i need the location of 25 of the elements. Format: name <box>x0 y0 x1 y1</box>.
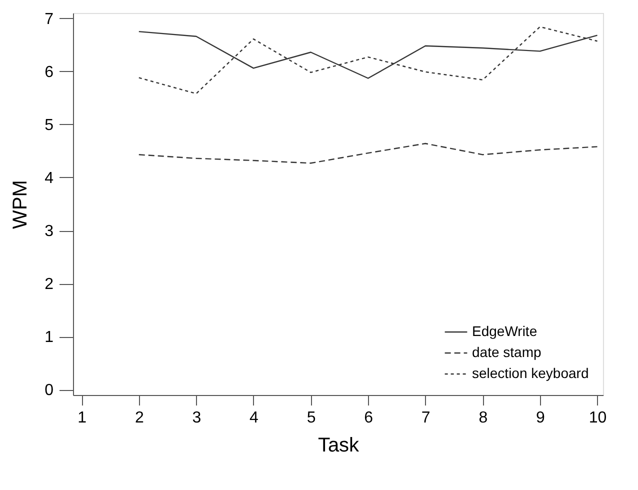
y-tick-label: 5 <box>44 116 54 134</box>
x-tick-label: 1 <box>78 410 87 426</box>
y-axis-title: WPM <box>10 180 32 229</box>
legend-label: selection keyboard <box>472 365 589 381</box>
x-tick-label: 10 <box>588 410 607 426</box>
y-tick-label: 3 <box>44 223 54 240</box>
line-series <box>138 26 598 94</box>
x-tick-label: 4 <box>250 410 259 426</box>
y-tick-label: 1 <box>44 329 54 346</box>
line-series <box>138 142 598 164</box>
y-tick-label: 2 <box>44 276 54 294</box>
x-tick-label: 3 <box>192 410 202 426</box>
legend-label: EdgeWrite <box>472 323 538 339</box>
x-tick-label: 7 <box>421 410 430 426</box>
x-tick-label: 9 <box>536 410 546 426</box>
x-tick-label: 6 <box>364 410 374 426</box>
y-tick-label: 7 <box>44 10 54 28</box>
x-tick-label: 2 <box>134 410 144 426</box>
legend-label: date stamp <box>472 344 542 360</box>
x-tick-label: 5 <box>306 410 316 426</box>
y-tick-label: 4 <box>44 170 54 187</box>
y-tick-label: 6 <box>44 64 54 81</box>
x-tick-label: 8 <box>478 410 488 426</box>
x-axis-title: Task <box>318 434 360 456</box>
y-tick-label: 0 <box>44 382 54 400</box>
